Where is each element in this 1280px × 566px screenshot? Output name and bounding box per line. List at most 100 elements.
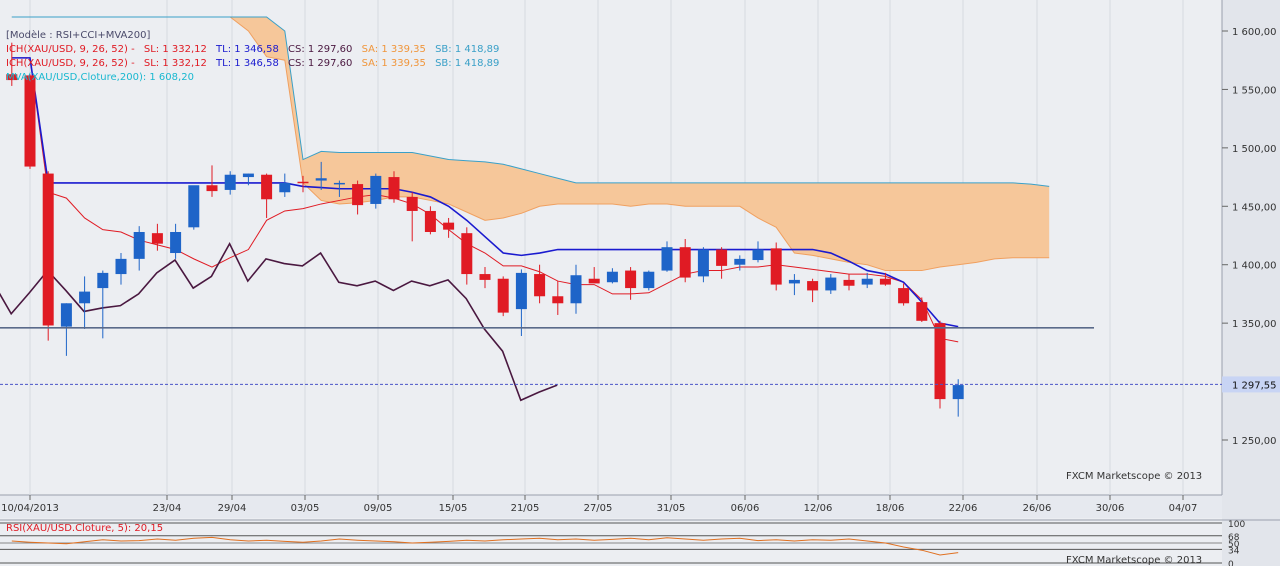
candle: [279, 173, 291, 197]
candle: [206, 165, 218, 197]
candle-body: [188, 185, 200, 228]
legend-ich-cs: CS: 1 297,60: [288, 44, 353, 55]
candle: [242, 173, 254, 186]
rsi-tick-label: 68: [1228, 533, 1240, 543]
candle: [115, 253, 127, 285]
price-chart[interactable]: 1 600,00 1 550,00 1 500,00 1 450,00 1 400,00…: [0, 0, 1280, 520]
candle-body: [297, 181, 309, 184]
candle: [807, 278, 819, 303]
legend-ich-sb: SB: 1 418,89: [435, 58, 500, 69]
candle: [188, 185, 200, 230]
ichimoku-cloud: [11, 16, 1050, 272]
candle-body: [224, 174, 236, 190]
candle-body: [333, 182, 345, 185]
rsi-tick-label: 100: [1228, 520, 1245, 530]
candle: [734, 255, 746, 271]
legend-ich-name: ICH(XAU/USD, 9, 26, 52) -: [6, 44, 135, 55]
rsi-tick-label: 34: [1228, 546, 1240, 556]
current-price-label: 1 297,55: [1232, 380, 1277, 391]
candle-body: [60, 303, 72, 327]
candle: [697, 247, 709, 283]
candle-body: [242, 173, 254, 178]
candle-body: [807, 281, 819, 291]
candle: [6, 42, 18, 86]
time-tick-label: 31/05: [657, 503, 686, 514]
legend-ich-tl: TL: 1 346,58: [216, 58, 279, 69]
price-tick-label: 1 250,00: [1232, 436, 1277, 447]
senkou-b-line: [11, 16, 1050, 187]
legend-ich-2: ICH(XAU/USD, 9, 26, 52) - SL: 1 332,12 T…: [6, 57, 505, 71]
candle: [497, 276, 509, 317]
chikou-line: [0, 241, 558, 402]
candle-body: [115, 258, 127, 275]
legend-ich-sa: SA: 1 339,35: [361, 44, 426, 55]
candle-body: [879, 278, 891, 285]
price-tick-label: 1 350,00: [1232, 319, 1277, 330]
candle-body: [443, 222, 455, 230]
candle-body: [315, 178, 327, 181]
time-tick-label: 18/06: [876, 503, 905, 514]
candle-body: [79, 291, 91, 304]
candle-body: [570, 275, 582, 304]
candle: [151, 223, 163, 251]
candle-body: [661, 247, 673, 271]
candle: [534, 264, 546, 304]
candle-body: [479, 274, 491, 280]
legend-ich-1: ICH(XAU/USD, 9, 26, 52) - SL: 1 332,12 T…: [6, 43, 505, 57]
candle-body: [952, 385, 964, 400]
current-price-tag: [1222, 376, 1280, 393]
time-tick-label: 29/04: [218, 503, 247, 514]
candle: [916, 297, 928, 322]
candle-body: [716, 249, 728, 266]
candle-body: [424, 210, 436, 232]
legend-model: [Modèle : RSI+CCI+MVA200]: [6, 30, 151, 41]
candle: [133, 226, 145, 271]
candle: [24, 74, 36, 169]
time-tick-label: 26/06: [1023, 503, 1052, 514]
kijun-line: [11, 57, 959, 328]
rsi-axis-background: [1222, 518, 1280, 566]
time-tick-label: 09/05: [364, 503, 393, 514]
candles: [6, 42, 964, 417]
candle-body: [588, 278, 600, 284]
candle-body: [916, 302, 928, 321]
candle: [843, 274, 855, 291]
candle-body: [151, 233, 163, 244]
candle-body: [552, 296, 564, 304]
candle: [42, 171, 54, 341]
candle-body: [406, 196, 418, 211]
time-tick-label: 22/06: [949, 503, 978, 514]
candle: [788, 274, 800, 296]
rsi-line: [11, 536, 959, 556]
copyright-rsi: FXCM Marketscope © 2013: [1066, 555, 1202, 566]
candle: [770, 242, 782, 291]
candle: [297, 175, 309, 193]
candle-body: [279, 182, 291, 193]
candle-body: [825, 277, 837, 291]
grid: [29, 0, 1184, 495]
candle-body: [6, 74, 18, 81]
time-tick-label: 03/05: [291, 503, 320, 514]
time-tick-label: 10/04/2013: [1, 503, 59, 514]
candle: [261, 173, 273, 218]
overlays: [0, 327, 1222, 385]
rsi-tick-label: 0: [1228, 560, 1234, 566]
time-tick-label: 21/05: [511, 503, 540, 514]
candle-body: [497, 278, 509, 313]
candle-body: [42, 173, 54, 326]
price-tick-label: 1 550,00: [1232, 85, 1277, 96]
legend-ich-sa: SA: 1 339,35: [361, 58, 426, 69]
indicator-lines: [0, 57, 959, 402]
tenkan-line: [11, 57, 959, 343]
candle: [224, 171, 236, 195]
copyright-main: FXCM Marketscope © 2013: [1066, 471, 1203, 482]
candle: [934, 320, 946, 409]
rsi-label: RSI(XAU/USD.Cloture, 5): 20,15: [6, 523, 163, 534]
rsi-background: [0, 518, 1222, 566]
rsi-levels: [0, 522, 1222, 564]
candle-body: [697, 249, 709, 277]
candle-body: [261, 174, 273, 200]
candle: [170, 223, 182, 259]
candle-body: [352, 184, 364, 206]
